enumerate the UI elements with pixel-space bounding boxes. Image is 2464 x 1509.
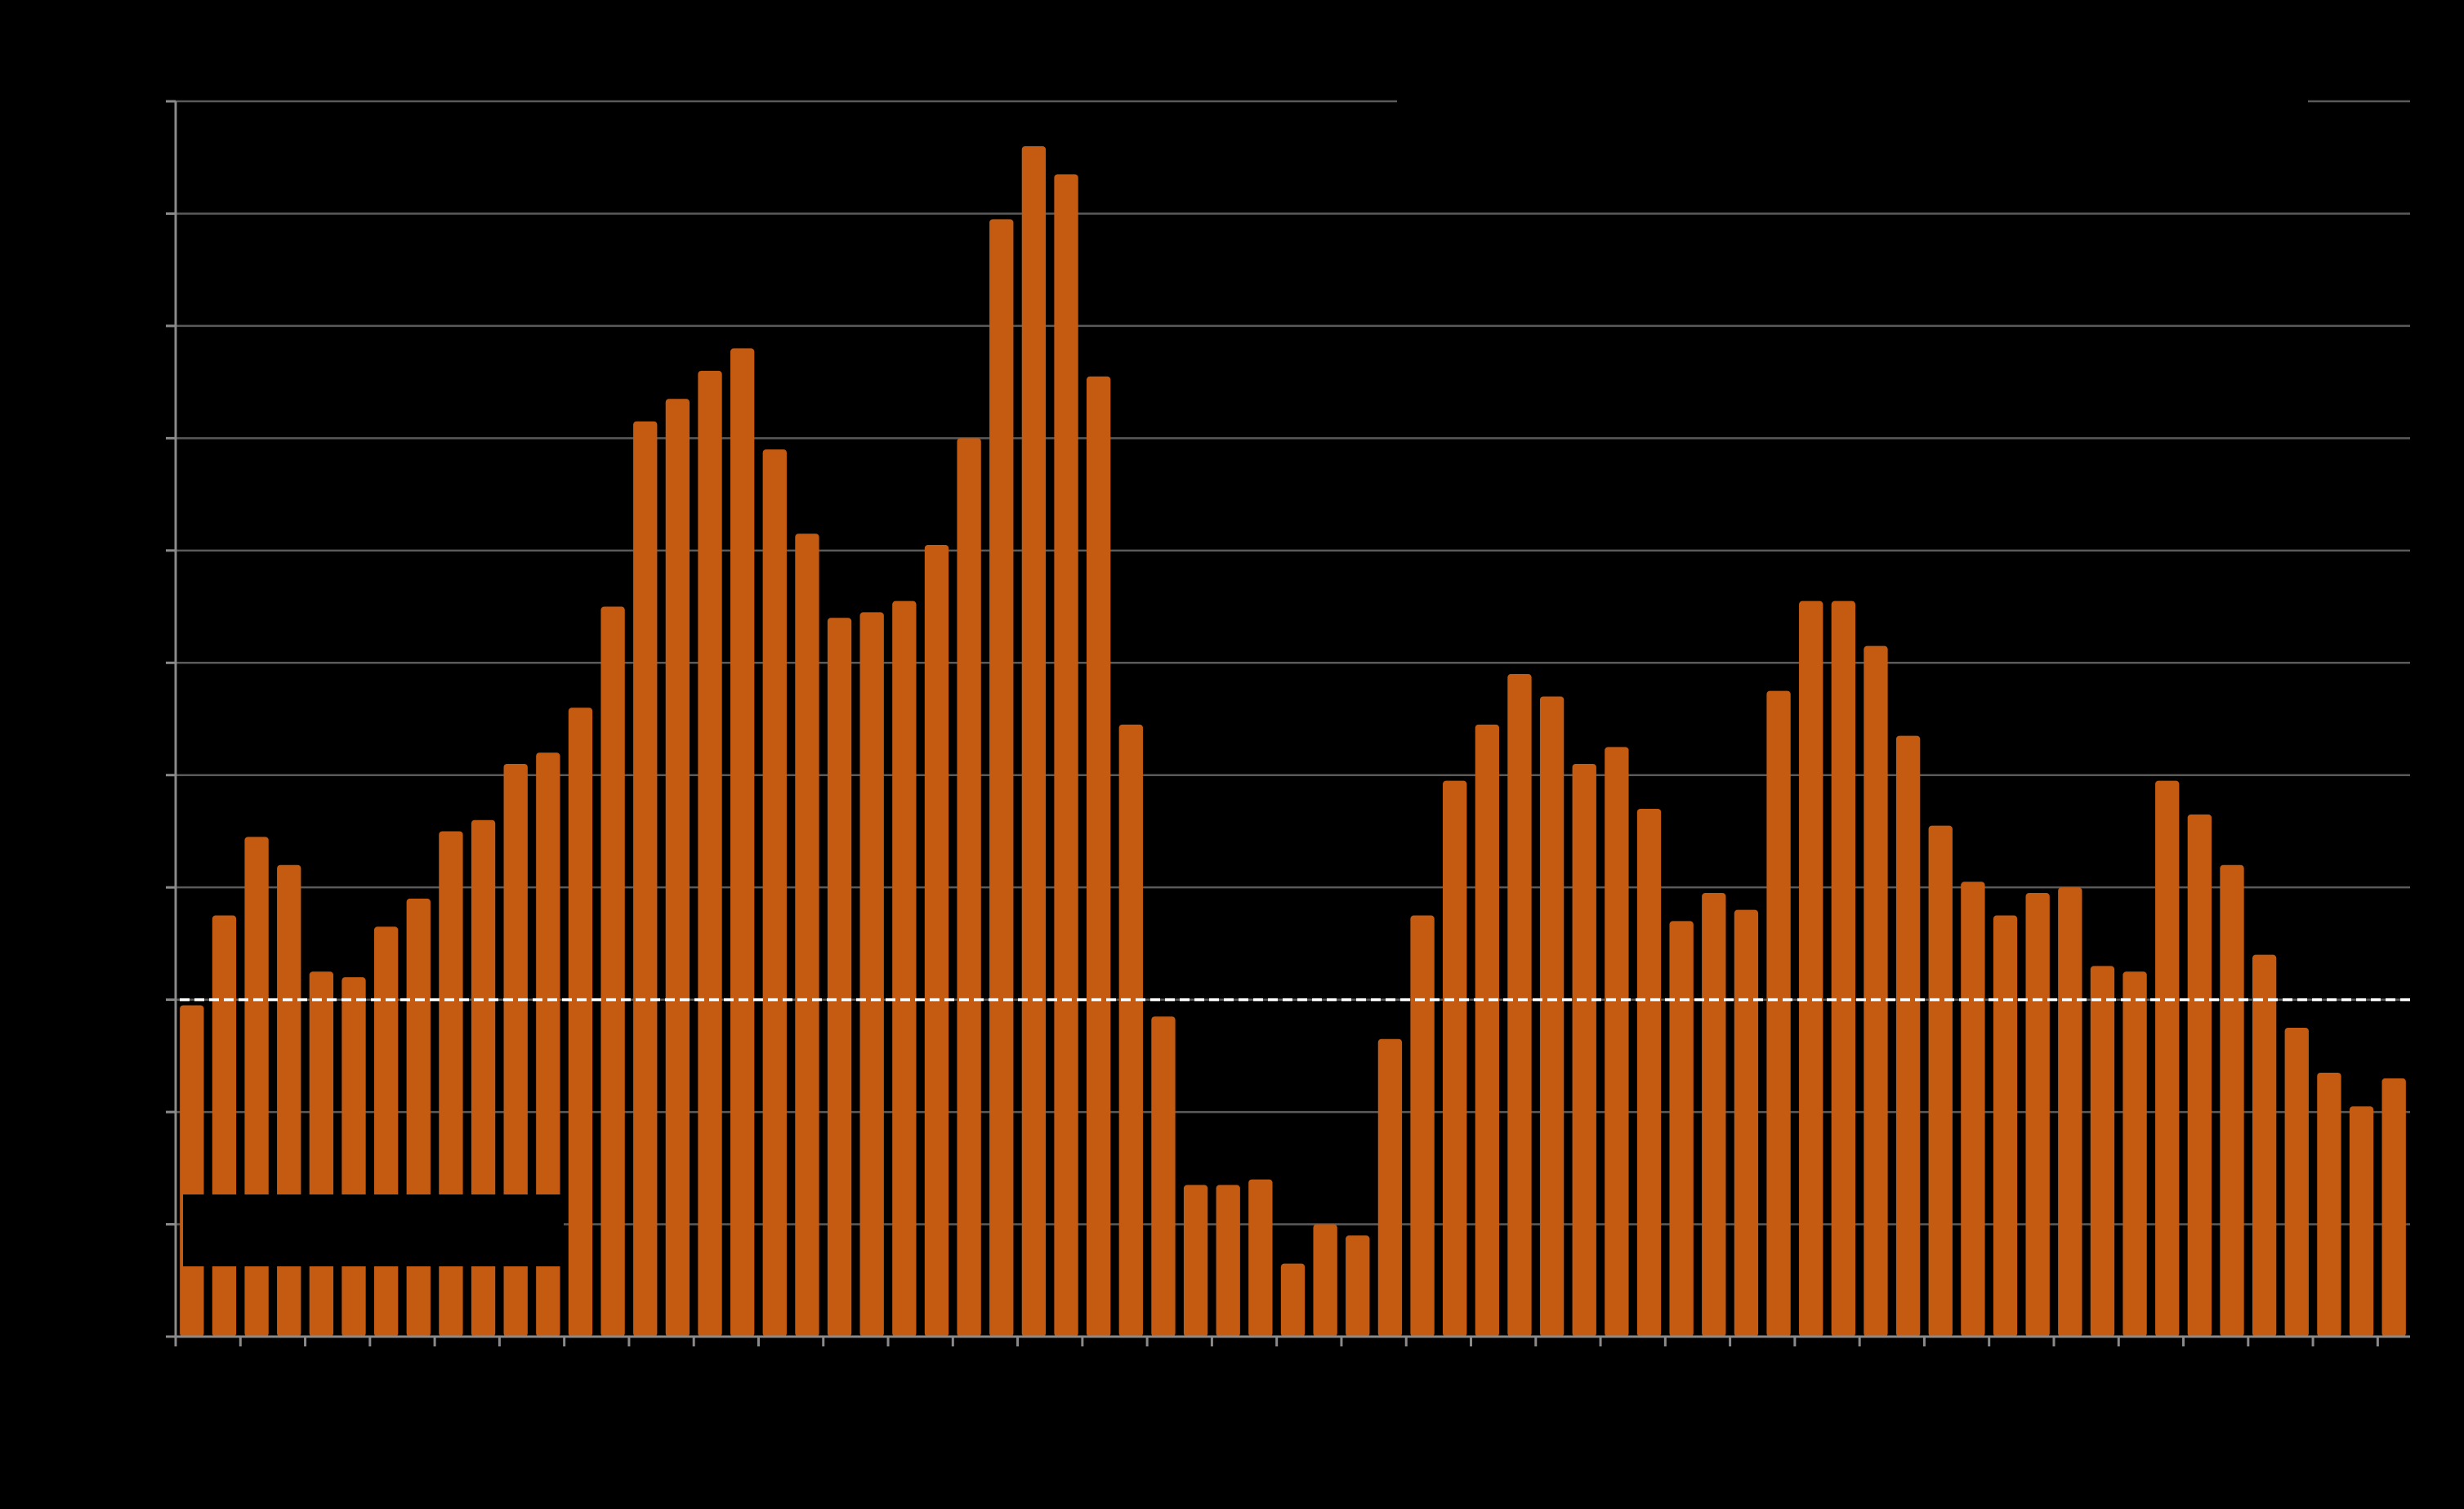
bar bbox=[1864, 645, 1888, 1337]
bar bbox=[2284, 1028, 2309, 1337]
bar bbox=[1572, 763, 1596, 1337]
bar bbox=[762, 449, 787, 1337]
bar bbox=[2025, 893, 2050, 1337]
bar bbox=[892, 600, 917, 1337]
bar bbox=[1895, 735, 1921, 1337]
bar bbox=[1346, 1235, 1370, 1337]
bar bbox=[1475, 724, 1499, 1337]
bar bbox=[1248, 1179, 1273, 1337]
bar bbox=[1831, 600, 1856, 1337]
legend-box bbox=[183, 1194, 564, 1266]
bar bbox=[1377, 1038, 1403, 1337]
bar bbox=[2381, 1078, 2406, 1337]
bar bbox=[633, 421, 658, 1337]
bar bbox=[1054, 174, 1078, 1337]
bar bbox=[1507, 674, 1532, 1337]
bar bbox=[1118, 724, 1143, 1337]
overlays bbox=[180, 998, 2413, 1266]
bar bbox=[1410, 915, 1435, 1337]
bar bbox=[827, 618, 852, 1337]
bar bbox=[2252, 954, 2277, 1337]
bar bbox=[957, 438, 981, 1337]
bar bbox=[1087, 376, 1111, 1337]
bar bbox=[341, 977, 366, 1337]
bars bbox=[180, 145, 2406, 1337]
bar bbox=[2058, 887, 2082, 1337]
bar bbox=[212, 915, 237, 1337]
bar bbox=[1313, 1224, 1337, 1337]
bar bbox=[730, 348, 755, 1337]
bar bbox=[2123, 971, 2147, 1337]
bar bbox=[1669, 921, 1694, 1337]
bar bbox=[795, 534, 819, 1337]
bar bbox=[536, 752, 560, 1337]
bar bbox=[1766, 690, 1791, 1337]
bar bbox=[1961, 882, 1985, 1337]
bar bbox=[1539, 696, 1565, 1337]
bar bbox=[2220, 864, 2244, 1337]
bar bbox=[859, 612, 884, 1337]
bar bbox=[2349, 1106, 2374, 1337]
bar bbox=[2155, 780, 2180, 1337]
bar bbox=[2187, 814, 2212, 1337]
bar bbox=[2090, 966, 2115, 1337]
bar bbox=[180, 1005, 204, 1337]
bar bbox=[1928, 825, 1953, 1337]
bar bbox=[568, 708, 593, 1337]
bar bbox=[373, 926, 399, 1337]
bar bbox=[1021, 145, 1047, 1337]
bar bbox=[1734, 909, 1759, 1337]
bar bbox=[1799, 600, 1823, 1337]
bar bbox=[1605, 747, 1629, 1337]
bar bbox=[1702, 893, 1726, 1337]
bar bbox=[924, 544, 949, 1337]
bar bbox=[1636, 808, 1662, 1337]
bar bbox=[406, 898, 431, 1337]
bar bbox=[600, 606, 625, 1337]
bar bbox=[1216, 1185, 1240, 1337]
bar bbox=[989, 219, 1014, 1337]
bar bbox=[503, 763, 528, 1337]
bar bbox=[2317, 1072, 2341, 1337]
bar bbox=[1151, 1016, 1176, 1337]
axes bbox=[166, 100, 2410, 1346]
bar bbox=[1993, 915, 2018, 1337]
bar bbox=[309, 971, 334, 1337]
bar bbox=[1280, 1263, 1306, 1337]
bar bbox=[1443, 780, 1467, 1337]
bar bbox=[1183, 1185, 1208, 1337]
bar bbox=[665, 399, 690, 1337]
bar bbox=[698, 370, 722, 1337]
